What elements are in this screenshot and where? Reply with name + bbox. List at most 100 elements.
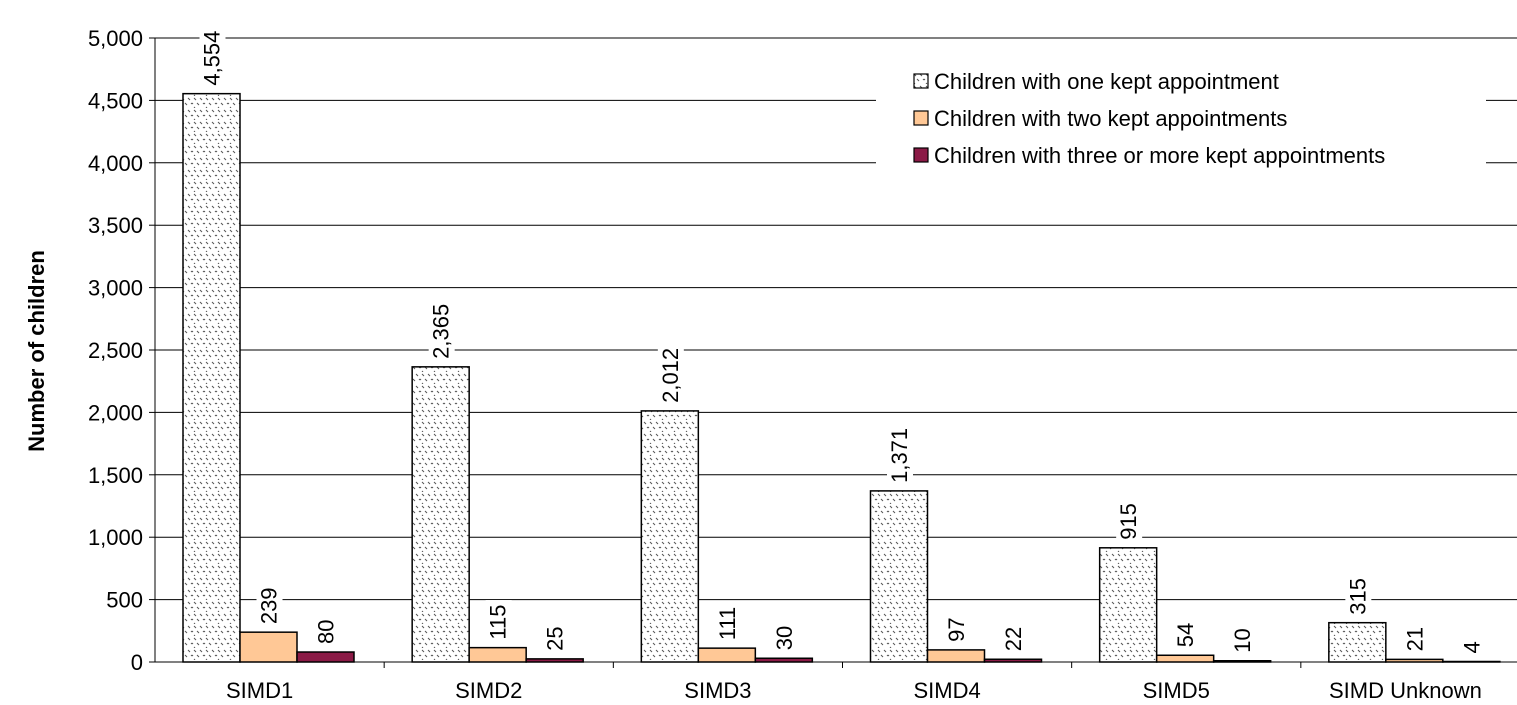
data-label-group: 21 xyxy=(1402,623,1429,655)
data-label-bg xyxy=(313,616,340,648)
bars xyxy=(182,92,1501,663)
data-label-group: 25 xyxy=(542,623,569,654)
data-label: 2,012 xyxy=(658,348,683,403)
data-label-bg xyxy=(542,623,569,654)
data-label-group: 111 xyxy=(714,600,741,644)
bar-series-2 xyxy=(926,649,986,663)
legend-background xyxy=(876,60,1486,181)
data-labels: 4,554 239 80 2,365 115 25 2,012 111 30 1,371 97 22 9… xyxy=(199,21,1486,657)
data-label-bg xyxy=(771,622,798,654)
gridlines xyxy=(155,37,1517,601)
data-label-group: 4 xyxy=(1459,638,1486,657)
bar-series-3 xyxy=(296,651,355,663)
bar-series-1 xyxy=(1098,547,1158,663)
data-label-group: 315 xyxy=(1345,575,1372,618)
data-label-bg xyxy=(944,614,970,645)
data-label: 97 xyxy=(944,617,969,641)
data-label: 25 xyxy=(543,626,568,650)
legend-label: Children with two kept appointments xyxy=(934,106,1287,131)
data-label: 915 xyxy=(1116,503,1141,540)
bar-series-1 xyxy=(1328,621,1387,663)
data-label-group: 80 xyxy=(313,616,340,648)
data-label: 115 xyxy=(486,605,511,640)
y-axis-title: Number of children xyxy=(24,250,49,452)
data-label-group: 4,554 xyxy=(199,21,226,89)
data-label-bg xyxy=(485,600,512,643)
data-label: 2,365 xyxy=(429,304,454,359)
x-category-label: SIMD3 xyxy=(684,678,751,703)
data-label: 80 xyxy=(314,620,339,644)
data-label-bg xyxy=(199,21,226,89)
data-label: 4,554 xyxy=(200,31,225,86)
y-tick-label: 1,500 xyxy=(88,463,143,488)
x-category-label: SIMD Unknown xyxy=(1329,678,1482,703)
data-label: 239 xyxy=(257,587,282,624)
data-label-bg xyxy=(887,418,913,486)
data-label-bg xyxy=(1459,638,1486,657)
data-label-group: 239 xyxy=(256,584,283,628)
bar-series-2 xyxy=(697,647,757,663)
bar-series-3 xyxy=(1212,660,1272,663)
x-category-label: SIMD2 xyxy=(455,678,522,703)
bar-series-2 xyxy=(468,646,527,663)
data-label: 4 xyxy=(1459,641,1484,653)
bar-series-3 xyxy=(754,657,814,663)
data-label-group: 115 xyxy=(485,600,512,643)
legend-swatch xyxy=(913,110,929,126)
legend-label: Children with one kept appointment xyxy=(934,69,1279,94)
data-label: 1,371 xyxy=(887,428,912,483)
data-label-group: 30 xyxy=(771,622,798,654)
y-tick-label: 0 xyxy=(131,650,143,675)
bar-series-2 xyxy=(1155,654,1215,663)
legend-swatch xyxy=(913,147,929,163)
y-tick-label: 500 xyxy=(106,588,143,613)
bar-series-2 xyxy=(1385,658,1444,663)
y-tick-label: 1,000 xyxy=(88,525,143,550)
data-label-group: 915 xyxy=(1116,500,1143,543)
data-label-bg xyxy=(428,294,455,362)
y-tick-label: 4,000 xyxy=(88,151,143,176)
bar-series-2 xyxy=(239,631,298,663)
data-label: 10 xyxy=(1230,628,1255,652)
data-label: 22 xyxy=(1001,627,1026,651)
y-tick-label: 3,500 xyxy=(88,213,143,238)
data-label: 111 xyxy=(715,607,740,640)
x-category-label: SIMD5 xyxy=(1143,678,1210,703)
data-label-bg xyxy=(657,338,684,406)
data-label: 21 xyxy=(1402,627,1427,651)
legend-label: Children with three or more kept appoint… xyxy=(934,143,1385,168)
data-label-bg xyxy=(1230,625,1257,656)
axes: 0 500 1,000 1,500 2,000 2,500 3,000 3,500 4,000 4… xyxy=(88,26,1517,703)
bar-series-1 xyxy=(640,410,700,663)
data-label: 315 xyxy=(1345,578,1370,615)
data-label-group: 97 xyxy=(944,614,970,645)
x-category-label: SIMD4 xyxy=(913,678,980,703)
y-tick-label: 2,500 xyxy=(88,338,143,363)
bar-series-3 xyxy=(525,658,584,663)
data-label-bg xyxy=(1116,500,1143,543)
data-label-bg xyxy=(256,584,283,628)
data-label-group: 1,371 xyxy=(887,418,913,486)
data-label-bg xyxy=(1345,575,1372,618)
bar-series-1 xyxy=(182,92,241,663)
bar-series-3 xyxy=(1442,660,1501,663)
y-tick-label: 5,000 xyxy=(88,26,143,51)
data-label-group: 2,365 xyxy=(428,294,455,362)
bar-series-1 xyxy=(411,366,470,663)
y-tick-label: 2,000 xyxy=(88,400,143,425)
data-label-bg xyxy=(1402,623,1429,655)
legend-swatch xyxy=(913,73,929,89)
data-label-bg xyxy=(1173,619,1200,651)
data-label: 30 xyxy=(772,626,797,650)
bar-series-1 xyxy=(869,490,929,663)
data-label-group: 54 xyxy=(1173,619,1200,651)
y-tick-label: 4,500 xyxy=(88,88,143,113)
legend: Children with one kept appointment Childr… xyxy=(876,60,1486,181)
x-category-label: SIMD1 xyxy=(226,678,293,703)
bar-series-3 xyxy=(983,658,1043,663)
y-tick-label: 3,000 xyxy=(88,276,143,301)
data-label-bg xyxy=(714,600,741,644)
data-label-bg xyxy=(1001,623,1027,655)
